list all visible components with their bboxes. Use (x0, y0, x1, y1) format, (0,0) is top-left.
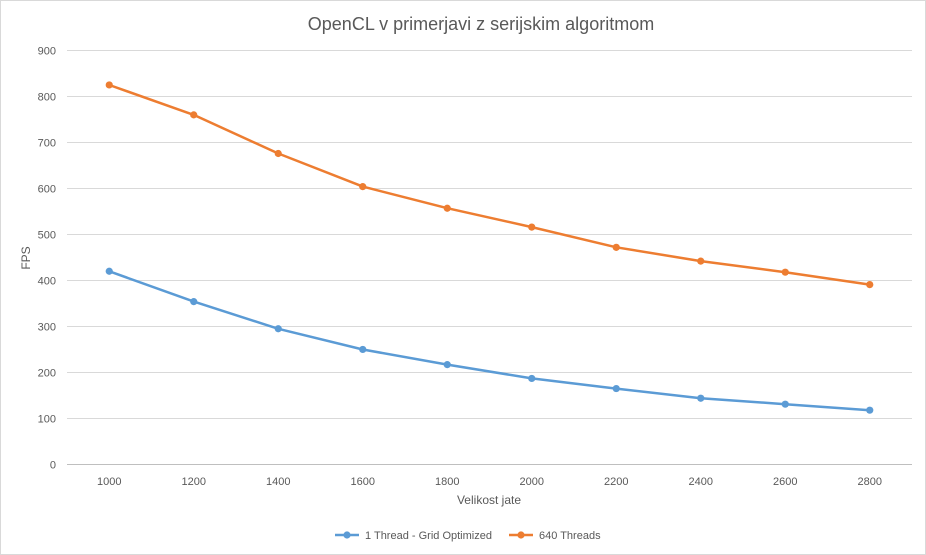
y-tick-label: 900 (38, 46, 56, 58)
series-lines (105, 81, 874, 414)
x-tick-label: 2800 (858, 476, 882, 488)
legend-item: 640 Threads (509, 530, 601, 542)
data-point (612, 243, 620, 251)
grid-lines (67, 50, 912, 465)
data-point (697, 257, 705, 265)
y-tick-label: 400 (38, 276, 56, 288)
x-tick-label: 2000 (520, 476, 544, 488)
series-line (108, 83, 872, 286)
series-2 (105, 81, 874, 289)
data-point (190, 111, 198, 119)
data-point (781, 268, 789, 276)
data-point (105, 267, 113, 275)
data-point (866, 281, 874, 289)
y-tick-label: 200 (38, 368, 56, 380)
data-point (528, 374, 536, 383)
legend-label: 1 Thread - Grid Optimized (365, 530, 492, 542)
series-line (108, 270, 872, 412)
y-tick-label: 800 (38, 92, 56, 104)
x-tick-label: 1800 (435, 476, 459, 488)
y-tick-label: 100 (38, 414, 56, 426)
x-tick-label: 2400 (689, 476, 713, 488)
data-point (781, 400, 789, 408)
data-point (528, 223, 536, 231)
data-point (697, 394, 705, 402)
x-axis-ticks: 1000 1200 1400 1600 1800 2000 2200 2400 2600 2800 (97, 476, 882, 488)
x-tick-label: 1400 (266, 476, 290, 488)
data-point (359, 183, 367, 191)
data-point (443, 204, 451, 212)
y-tick-label: 600 (38, 184, 56, 196)
data-point (274, 149, 282, 158)
data-point (866, 406, 874, 414)
legend-marker (517, 531, 525, 539)
data-point (612, 384, 620, 393)
data-point (190, 298, 198, 306)
data-point (359, 345, 367, 354)
y-tick-label: 0 (50, 460, 56, 472)
legend: 1 Thread - Grid Optimized 640 Threads (335, 530, 601, 542)
x-tick-label: 2200 (604, 476, 628, 488)
data-point (274, 325, 282, 333)
legend-marker (343, 531, 351, 539)
x-tick-label: 1200 (182, 476, 206, 488)
y-axis-ticks: 0 100 200 300 400 500 600 700 800 900 (38, 46, 56, 472)
series-1 (105, 267, 874, 414)
legend-label: 640 Threads (539, 530, 601, 542)
x-tick-label: 1600 (351, 476, 375, 488)
data-point (443, 361, 451, 369)
data-point (105, 81, 113, 89)
y-tick-label: 300 (38, 322, 56, 334)
x-axis-label: Velikost jate (457, 493, 521, 507)
x-tick-label: 1000 (97, 476, 121, 488)
x-tick-label: 2600 (773, 476, 797, 488)
chart-title: OpenCL v primerjavi z serijskim algoritm… (308, 14, 654, 34)
legend-item: 1 Thread - Grid Optimized (335, 530, 492, 542)
y-axis-label: FPS (19, 246, 33, 269)
y-tick-label: 500 (38, 230, 56, 242)
y-tick-label: 700 (38, 138, 56, 150)
